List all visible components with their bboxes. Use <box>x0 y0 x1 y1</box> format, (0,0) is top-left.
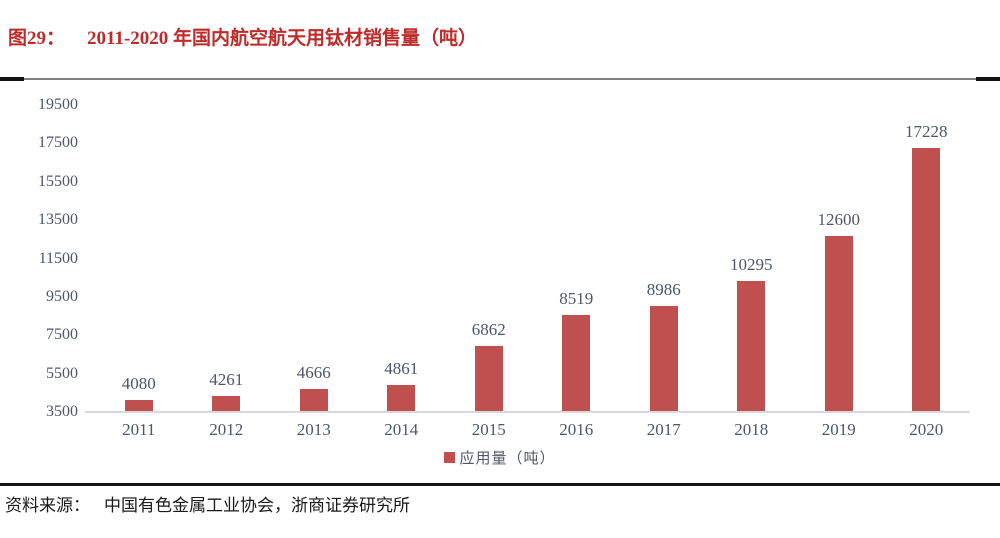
bar-value-label: 4861 <box>384 359 419 378</box>
bar-value-label: 4666 <box>296 363 331 382</box>
x-axis-tick-label: 2015 <box>471 420 506 439</box>
bar-group: 12600 <box>794 210 884 411</box>
source-label: 资料来源： <box>5 496 90 515</box>
y-axis-tick-label: 19500 <box>38 96 78 113</box>
x-axis-tick-label: 2020 <box>909 420 944 439</box>
figure-title-text: 2011-2020 年国内航空航天用钛材销售量（吨） <box>87 28 478 49</box>
bar-value-label: 10295 <box>730 255 773 274</box>
y-axis-tick-label: 13500 <box>38 211 78 229</box>
legend-swatch <box>444 451 456 463</box>
figure-number-label: 图29： <box>8 28 66 49</box>
legend-label: 应用量（吨） <box>459 450 556 467</box>
x-axis-tick-label: 2019 <box>821 420 856 439</box>
bar-group: 4080 <box>94 374 184 411</box>
bar <box>649 306 678 411</box>
bar-group: 4666 <box>269 363 359 411</box>
x-axis-tick-label: 2016 <box>559 420 594 439</box>
figure-title: 图29： 2011-2020 年国内航空航天用钛材销售量（吨） <box>8 26 992 52</box>
bar-group: 4261 <box>181 370 271 411</box>
y-axis-tick-label: 3500 <box>46 403 78 420</box>
y-axis-tick-label: 17500 <box>38 134 78 152</box>
y-axis-tick-label: 9500 <box>46 287 78 305</box>
bar <box>737 281 766 411</box>
bar-value-label: 8986 <box>646 280 681 299</box>
y-axis-tick-label: 15500 <box>38 172 78 190</box>
bar-group: 6862 <box>444 320 534 411</box>
header-divider-cap-left <box>0 77 24 81</box>
bar-value-label: 8519 <box>559 289 594 308</box>
bar <box>124 400 153 411</box>
x-axis-line <box>85 411 970 413</box>
source-text: 中国有色金属工业协会，浙商证券研究所 <box>104 496 410 515</box>
bar-group: 17228 <box>881 122 971 411</box>
bar-value-label: 17228 <box>905 122 948 141</box>
bar <box>474 346 503 411</box>
bar-chart: 3500 5500 7500 9500 11500 13500 15500 17500 1950… <box>0 88 1000 446</box>
bar <box>212 396 241 411</box>
bar <box>824 236 853 411</box>
bar-group: 8519 <box>531 289 621 411</box>
header-divider-line <box>0 78 1000 80</box>
bar-group: 10295 <box>706 255 796 411</box>
bar-value-label: 4080 <box>121 374 156 393</box>
footer-divider <box>0 483 1000 486</box>
bar-value-label: 6862 <box>471 320 506 339</box>
bar-group: 8986 <box>619 280 709 411</box>
x-axis-tick-label: 2017 <box>646 420 681 439</box>
x-axis-tick-label: 2014 <box>384 420 419 439</box>
bar <box>562 315 591 411</box>
x-axis-tick-label: 2018 <box>734 420 769 439</box>
x-axis-tick-label: 2013 <box>296 420 331 439</box>
source-note: 资料来源： 中国有色金属工业协会，浙商证券研究所 <box>5 494 995 518</box>
header-divider <box>0 77 1000 81</box>
bar <box>912 148 941 411</box>
x-axis-tick-label: 2012 <box>209 420 244 439</box>
header-divider-cap-right <box>976 77 1000 81</box>
y-axis-tick-label: 11500 <box>38 249 78 267</box>
x-axis-tick-label: 2011 <box>122 420 156 439</box>
legend: 应用量（吨） <box>0 448 1000 467</box>
bar-value-label: 4261 <box>209 370 244 389</box>
y-axis-tick-label: 7500 <box>46 326 78 344</box>
y-axis-tick-label: 5500 <box>46 364 78 382</box>
bar-value-label: 12600 <box>817 210 861 229</box>
bar <box>299 389 328 411</box>
bar-group: 4861 <box>356 359 446 411</box>
bar <box>387 385 416 411</box>
